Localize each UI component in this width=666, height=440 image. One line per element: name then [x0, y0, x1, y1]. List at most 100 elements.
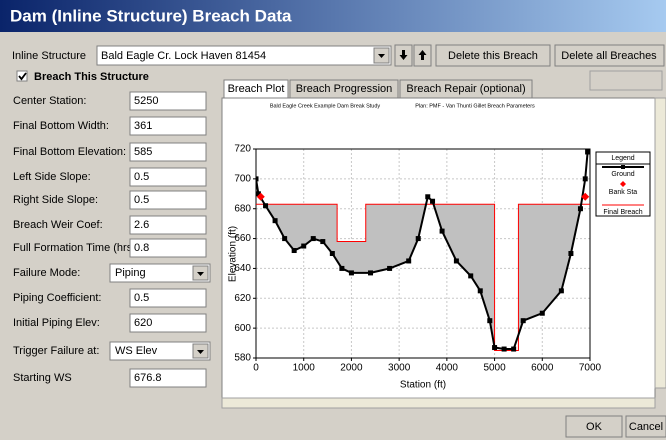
input-value: 0.5: [134, 171, 149, 183]
ground-point: [348, 270, 354, 276]
ground-point: [339, 265, 345, 271]
ground-point: [301, 243, 307, 249]
tab-label: Breach Plot: [228, 83, 285, 95]
ok-button[interactable]: [565, 415, 623, 438]
ground-point: [558, 288, 564, 294]
button-label: OK: [586, 421, 603, 433]
y-axis-label: Elevation (ft): [228, 226, 239, 282]
x-tick-label: 3000: [388, 363, 411, 374]
arrow-icon: [378, 54, 385, 58]
input-value: 585: [134, 146, 152, 158]
dropdown[interactable]: [109, 263, 211, 283]
ground-point: [320, 239, 326, 245]
legend-label: Bank Sta: [609, 189, 638, 196]
field-label: Center Station:: [13, 95, 86, 107]
ground-point: [501, 346, 507, 352]
ground-point: [430, 198, 436, 204]
combobox-value: Bald Eagle Cr. Lock Haven 81454: [101, 50, 266, 62]
tab-label: Breach Progression: [296, 83, 393, 95]
ground-point: [492, 345, 498, 351]
x-tick-label: 5000: [483, 363, 506, 374]
text-input[interactable]: [129, 142, 207, 162]
delete-this-button[interactable]: [435, 44, 551, 67]
field-label: Starting WS: [13, 372, 72, 384]
plot-area: [256, 149, 590, 352]
field-label: Failure Mode:: [13, 267, 80, 279]
input-value: 2.6: [134, 219, 149, 231]
arrow-icon: [197, 272, 204, 276]
ground-point: [368, 270, 374, 276]
text-input[interactable]: [129, 215, 207, 235]
y-tick-label: 580: [234, 353, 251, 364]
ground-point: [282, 236, 288, 242]
check-mark: [18, 72, 27, 81]
plot-frame: [255, 148, 591, 359]
x-tick-label: 2000: [340, 363, 363, 374]
field-label: Initial Piping Elev:: [13, 317, 100, 329]
field-label: Final Bottom Width:: [13, 120, 109, 132]
ground-point: [263, 203, 269, 209]
input-value: 5250: [134, 95, 158, 107]
field-label: Piping Coefficient:: [13, 292, 101, 304]
cancel-button[interactable]: [625, 415, 666, 438]
text-input[interactable]: [129, 116, 207, 136]
y-tick-label: 600: [234, 323, 251, 334]
y-tick-label: 680: [234, 203, 251, 214]
ground-point: [256, 191, 261, 197]
delete-all-button[interactable]: [554, 44, 665, 67]
ground-point: [415, 236, 421, 242]
field-label: Breach Weir Coef:: [13, 219, 103, 231]
down-icon: [399, 50, 408, 60]
y-tick-label: 620: [234, 293, 251, 304]
ground-point: [256, 176, 259, 182]
combobox[interactable]: [96, 45, 392, 66]
ground-point: [477, 288, 483, 294]
text-input[interactable]: [129, 91, 207, 111]
input-value: 0.5: [134, 194, 149, 206]
chart-subtitle: Plan: PMF - Van Thunti Gillet Breach Par…: [415, 103, 535, 109]
field-label: Final Bottom Elevation:: [13, 146, 126, 158]
status-box: [589, 70, 663, 91]
x-tick-label: 1000: [293, 363, 316, 374]
input-value: 0.8: [134, 242, 149, 254]
ground-point: [577, 206, 583, 212]
title-bar: [0, 0, 666, 32]
ground-point: [520, 318, 526, 324]
ground-point: [439, 228, 445, 234]
y-tick-label: 700: [234, 173, 251, 184]
legend-label: Final Breach: [603, 209, 642, 216]
text-input[interactable]: [129, 313, 207, 333]
text-input[interactable]: [129, 288, 207, 308]
text-input[interactable]: [129, 368, 207, 388]
input-value: 361: [134, 120, 152, 132]
dropdown[interactable]: [109, 341, 211, 361]
y-tick-label: 640: [234, 263, 251, 274]
legend-title: Legend: [611, 155, 634, 162]
ground-point: [272, 218, 278, 224]
horizontal-scrollbar[interactable]: [221, 397, 656, 409]
dropdown-value: Piping: [115, 267, 146, 279]
ground-point: [387, 265, 393, 271]
x-tick-label: 6000: [531, 363, 554, 374]
ground-point: [291, 248, 297, 254]
y-tick-label: 720: [234, 144, 251, 155]
series-line: [256, 203, 590, 352]
text-input[interactable]: [129, 167, 207, 187]
legend-symbol: [620, 181, 626, 187]
button-label: Cancel: [629, 421, 663, 433]
text-input[interactable]: [129, 190, 207, 210]
tab-label: Breach Repair (optional): [406, 83, 525, 95]
ground-point: [568, 251, 574, 256]
ground-point: [582, 176, 588, 182]
x-tick-label: 0: [253, 363, 259, 374]
ground-point: [487, 318, 493, 324]
ground-point: [511, 346, 517, 352]
legend-label: Ground: [611, 171, 634, 178]
checkbox-label: Breach This Structure: [34, 71, 149, 83]
up-icon: [418, 50, 427, 60]
arrow-icon: [197, 350, 204, 354]
vertical-scrollbar[interactable]: [654, 97, 666, 389]
window-title: Dam (Inline Structure) Breach Data: [10, 6, 292, 25]
checkbox[interactable]: [16, 70, 28, 82]
text-input[interactable]: [129, 238, 207, 258]
